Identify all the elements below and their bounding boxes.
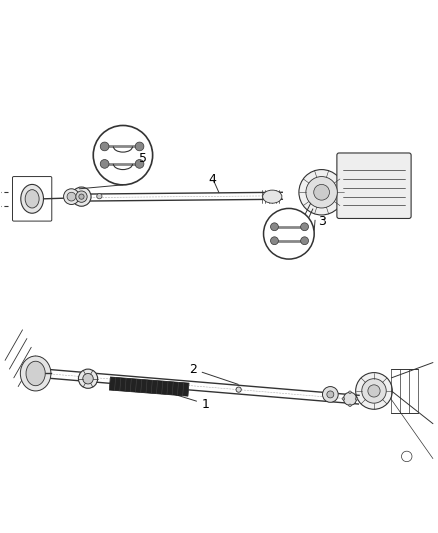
Circle shape <box>64 189 79 205</box>
Text: 5: 5 <box>138 152 147 165</box>
Circle shape <box>97 193 102 199</box>
FancyBboxPatch shape <box>337 153 411 219</box>
Circle shape <box>264 208 314 259</box>
Circle shape <box>135 159 144 168</box>
Circle shape <box>271 223 279 231</box>
Circle shape <box>271 237 279 245</box>
Text: 3: 3 <box>318 215 325 229</box>
Circle shape <box>314 184 329 200</box>
Circle shape <box>83 374 93 384</box>
Circle shape <box>299 169 344 215</box>
Text: 1: 1 <box>152 387 210 410</box>
Circle shape <box>236 387 241 392</box>
Ellipse shape <box>20 356 51 391</box>
Ellipse shape <box>26 361 45 386</box>
Circle shape <box>300 237 308 245</box>
Circle shape <box>368 385 380 397</box>
Circle shape <box>79 194 84 199</box>
Circle shape <box>76 191 87 203</box>
Text: 4: 4 <box>208 173 216 185</box>
Circle shape <box>93 125 152 185</box>
Polygon shape <box>110 377 189 396</box>
Circle shape <box>342 398 345 400</box>
Text: 2: 2 <box>189 362 238 384</box>
Circle shape <box>356 373 392 409</box>
Circle shape <box>343 392 357 405</box>
Circle shape <box>355 398 358 400</box>
Ellipse shape <box>25 190 39 208</box>
Circle shape <box>67 192 76 201</box>
Circle shape <box>100 142 109 151</box>
Circle shape <box>300 223 308 231</box>
Circle shape <box>72 187 91 206</box>
Circle shape <box>78 369 98 389</box>
Circle shape <box>322 386 338 402</box>
Ellipse shape <box>263 190 282 203</box>
Circle shape <box>135 142 144 151</box>
Circle shape <box>349 391 351 393</box>
Circle shape <box>100 159 109 168</box>
Circle shape <box>362 379 386 403</box>
Circle shape <box>327 391 334 398</box>
Circle shape <box>306 176 337 208</box>
Circle shape <box>349 404 351 407</box>
Ellipse shape <box>21 184 43 213</box>
